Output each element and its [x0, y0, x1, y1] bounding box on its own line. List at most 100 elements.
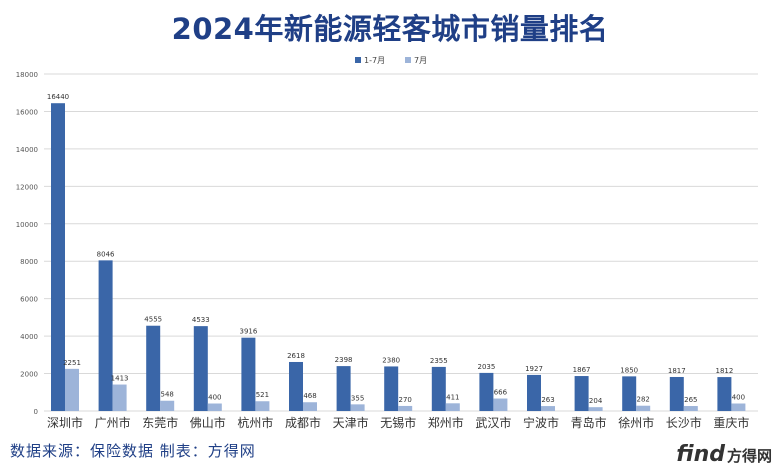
legend-label: 7月 [414, 56, 427, 65]
bar [65, 368, 79, 411]
bar [588, 407, 603, 411]
y-tick-label: 6000 [20, 296, 38, 304]
y-tick-label: 12000 [16, 183, 38, 191]
bar [384, 366, 399, 411]
x-tick-label: 长沙市 [666, 415, 702, 430]
bar [493, 398, 508, 411]
bar [98, 260, 113, 411]
bar [398, 405, 413, 411]
data-label: 2355 [430, 357, 448, 365]
data-label: 8046 [97, 250, 115, 258]
data-label: 400 [732, 394, 745, 402]
bar [717, 377, 732, 411]
bar [160, 400, 175, 411]
bar [207, 403, 222, 411]
data-label: 1850 [620, 366, 638, 374]
y-tick-label: 14000 [16, 146, 38, 154]
y-tick-label: 8000 [20, 258, 38, 266]
data-label: 548 [161, 391, 174, 399]
bar [445, 403, 460, 411]
x-tick-label: 徐州市 [618, 415, 654, 430]
data-label: 521 [256, 391, 269, 399]
legend: 1-7月 7月 [355, 56, 427, 65]
data-label: 282 [637, 396, 650, 404]
bar [193, 326, 208, 411]
y-tick-label: 2000 [20, 371, 38, 379]
bar [255, 401, 270, 411]
data-label: 1817 [668, 367, 686, 375]
bar [303, 402, 317, 411]
x-tick-label: 天津市 [333, 415, 369, 430]
bar [731, 403, 746, 411]
x-tick-label: 佛山市 [190, 415, 226, 430]
x-tick-label: 东莞市 [142, 415, 178, 430]
data-label: 1867 [573, 366, 591, 374]
bar [527, 374, 541, 411]
data-label: 2398 [335, 356, 353, 364]
x-tick-label: 深圳市 [47, 415, 83, 430]
y-tick-label: 0 [34, 408, 38, 416]
bar [51, 103, 65, 411]
legend-label: 1-7月 [364, 56, 385, 65]
data-label: 468 [303, 392, 316, 400]
bar [683, 406, 698, 411]
bar [146, 325, 161, 411]
find-logo: find 方得网 [676, 442, 772, 467]
source-note: 数据来源：保险数据 制表：方得网 [10, 442, 256, 460]
data-label: 4555 [144, 316, 162, 324]
data-label: 666 [494, 389, 508, 397]
x-tick-label: 青岛市 [571, 415, 607, 430]
data-label: 204 [589, 397, 603, 405]
bar [350, 404, 365, 411]
x-tick-label: 成都市 [285, 415, 321, 430]
data-label: 2251 [63, 359, 81, 367]
data-label: 270 [399, 396, 412, 404]
grid-lines [44, 73, 758, 412]
data-label: 16440 [47, 93, 69, 101]
y-tick-label: 16000 [16, 108, 38, 116]
data-label: 263 [541, 396, 554, 404]
data-label: 265 [684, 396, 697, 404]
y-tick-label: 10000 [16, 221, 38, 229]
bar [541, 406, 555, 411]
bar [336, 366, 351, 411]
data-label: 3916 [239, 328, 257, 336]
data-label: 411 [446, 393, 459, 401]
legend-swatch [405, 57, 411, 63]
x-tick-label: 郑州市 [428, 415, 464, 430]
data-label: 355 [351, 394, 364, 402]
x-tick-label: 重庆市 [713, 415, 749, 430]
data-label: 400 [208, 394, 221, 402]
x-tick-label: 广州市 [95, 415, 131, 430]
bars [51, 103, 746, 411]
data-label: 1812 [715, 367, 733, 375]
logo-word: find [676, 442, 725, 467]
y-axis-ticks: 0 2000 4000 6000 8000 10000 12000 14000 16000 180… [16, 71, 38, 416]
bar [669, 376, 684, 411]
y-tick-label: 4000 [20, 333, 38, 341]
bar [636, 405, 651, 411]
x-tick-label: 杭州市 [237, 415, 273, 430]
bar [431, 366, 446, 411]
data-label: 1927 [525, 365, 543, 373]
x-axis-ticks: 深圳市 广州市 东莞市 佛山市 杭州市 成都市 天津市 无锡市 郑州市 武汉市 宁波市 青岛市 徐州市长… [47, 415, 749, 430]
legend-swatch [355, 57, 361, 63]
x-tick-label: 宁波市 [523, 415, 559, 430]
y-tick-label: 18000 [16, 71, 38, 79]
x-tick-label: 无锡市 [380, 415, 416, 430]
data-label: 1413 [111, 375, 129, 383]
data-labels: 16440 2251 8046 1413 4555 548 4533 400 3916 521 26… [47, 93, 745, 405]
data-label: 4533 [192, 316, 210, 324]
data-label: 2035 [477, 363, 495, 371]
chart-title: 2024年新能源轻客城市销量排名 [171, 12, 609, 46]
bar [112, 384, 127, 411]
bar [622, 376, 637, 411]
data-label: 2618 [287, 352, 305, 360]
bar [289, 361, 303, 411]
data-label: 2380 [382, 356, 400, 364]
logo-cn: 方得网 [726, 447, 772, 465]
bar [241, 337, 256, 411]
x-tick-label: 武汉市 [475, 415, 511, 430]
bar [574, 376, 589, 411]
